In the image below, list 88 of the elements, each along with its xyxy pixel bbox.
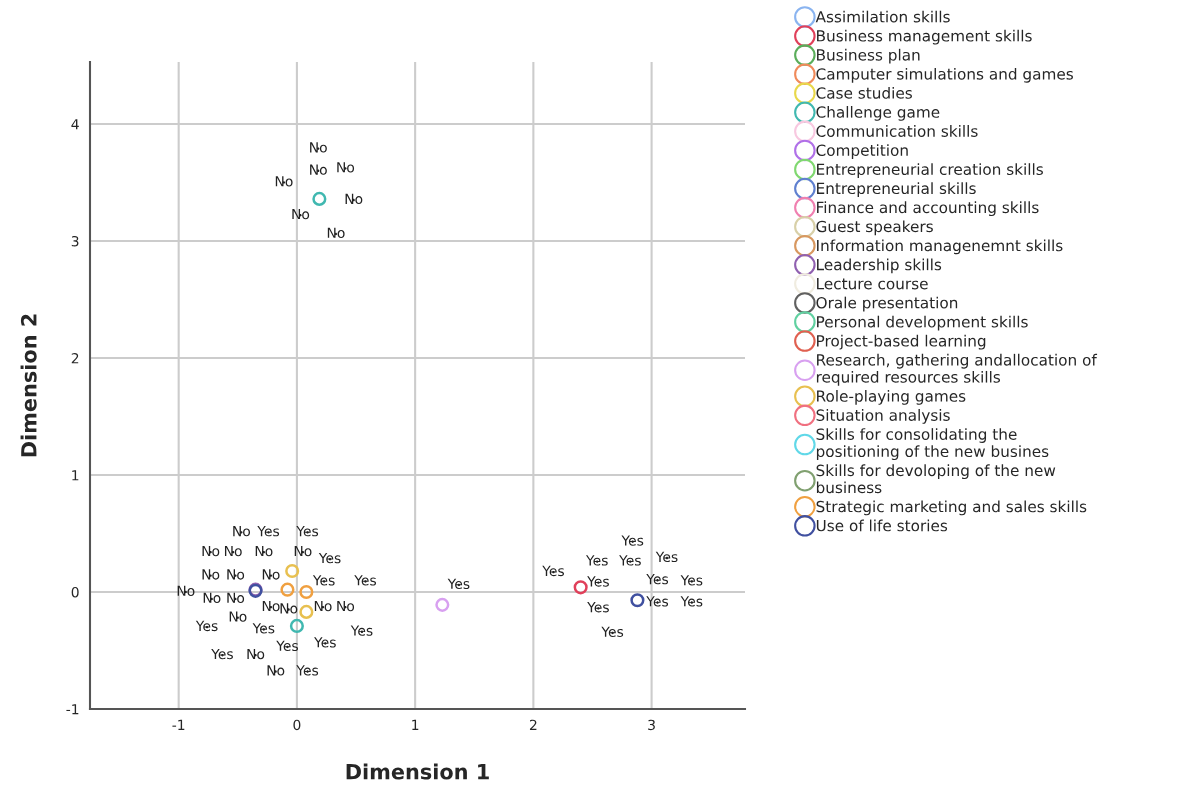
legend-label: Personal development skills [817, 315, 1028, 331]
legend-label: Lecture course [817, 278, 928, 290]
legend-label: Assimilation skills [815, 10, 950, 23]
data-label: Yes [646, 574, 669, 585]
data-label: Yes [655, 551, 678, 563]
data-label: No [255, 545, 273, 557]
data-label: Yes [296, 526, 319, 537]
data-label: Yes [680, 596, 703, 607]
legend-label: Information managenemnt skills [817, 239, 1063, 255]
legend-label: Project-based learning [817, 334, 986, 350]
data-label: Yes [587, 576, 609, 587]
legend-label: Business management skills [817, 29, 1032, 45]
data-label: No [314, 600, 332, 612]
data-label: Yes [621, 535, 644, 546]
data-label: Yes [646, 596, 669, 607]
legend-label: Entrepreneurial creation skills [817, 163, 1043, 178]
x-tick-label: -1 [172, 719, 185, 730]
legend-label: Business plan [817, 48, 920, 64]
data-label: Yes [447, 578, 470, 590]
legend-label: Situation analysis [816, 409, 950, 424]
y-tick-label: 2 [71, 352, 79, 364]
data-label: No [310, 142, 327, 153]
legend-label: Research, gathering andallocation of required resources skills [816, 353, 1098, 386]
y-axis-title: Dimension 2 [20, 314, 37, 457]
data-label: Yes [314, 637, 336, 648]
data-label: Yes [312, 575, 335, 586]
legend-label: Challenge game [816, 106, 940, 121]
data-label: No [337, 162, 355, 173]
data-label: No [202, 545, 220, 557]
data-label: Yes [680, 575, 703, 586]
data-label: No [292, 208, 310, 220]
legend-label: Orale presentation [816, 296, 958, 312]
data-label: No [327, 227, 345, 239]
data-label: Yes [195, 620, 218, 632]
legend-label: Skills for consolidating the positioning of the new busines [816, 428, 1049, 461]
legend-label: Strategic marketing and sales skills [816, 500, 1087, 516]
data-label: Yes [276, 640, 298, 652]
data-label: No [337, 600, 355, 612]
x-axis-title: Dimension 1 [346, 763, 489, 780]
data-label: No [345, 193, 363, 205]
data-label: No [224, 545, 242, 557]
data-label: No [227, 592, 245, 604]
legend-label: Skills for devoloping of the new business [816, 464, 1056, 494]
data-label: Yes [296, 665, 319, 676]
legend-label: Use of life stories [816, 519, 948, 532]
data-label: Yes [350, 625, 373, 636]
legend-label: Competition [816, 144, 908, 159]
y-tick-label: 3 [71, 235, 79, 247]
data-label: Yes [211, 648, 233, 660]
data-label: No [233, 526, 251, 537]
data-label: No [310, 164, 327, 175]
legend-label: Guest speakers [816, 220, 933, 236]
x-tick-label: 0 [293, 719, 301, 731]
legend-label: Role-playing games [817, 390, 966, 405]
data-label: No [203, 592, 221, 604]
legend-label: Communication skills [816, 125, 978, 137]
data-label: No [177, 585, 195, 597]
data-label: No [280, 603, 298, 614]
data-label: No [229, 611, 247, 622]
legend-label: Finance and accounting skills [817, 201, 1039, 217]
x-tick-label: 3 [648, 719, 655, 731]
y-tick-label: 1 [72, 470, 79, 481]
legend-label: Leadership skills [817, 258, 942, 274]
legend-label: Entrepreneurial skills [817, 182, 976, 198]
data-label: No [262, 600, 280, 612]
data-label: No [275, 176, 293, 187]
data-label: Yes [354, 575, 377, 586]
data-label: No [262, 569, 280, 580]
y-tick-label: -1 [66, 704, 79, 715]
data-label: Yes [619, 555, 641, 566]
y-tick-label: 0 [71, 586, 79, 598]
data-label: No [294, 545, 312, 557]
data-label: Yes [318, 552, 341, 564]
data-label: No [247, 648, 265, 660]
y-tick-label: 4 [71, 119, 79, 130]
data-label: Yes [252, 623, 275, 634]
data-label: No [267, 665, 285, 676]
data-label: Yes [542, 565, 564, 577]
data-label: Yes [585, 555, 608, 566]
legend-label: Case studies [816, 86, 912, 99]
data-label: Yes [601, 626, 624, 637]
data-label: Yes [257, 526, 280, 537]
legend-label: Camputer simulations and games [816, 67, 1073, 83]
data-label: Yes [587, 602, 609, 613]
x-tick-label: 1 [412, 719, 419, 730]
data-label: No [227, 569, 245, 580]
data-label: No [202, 569, 220, 580]
x-tick-label: 2 [529, 719, 537, 730]
